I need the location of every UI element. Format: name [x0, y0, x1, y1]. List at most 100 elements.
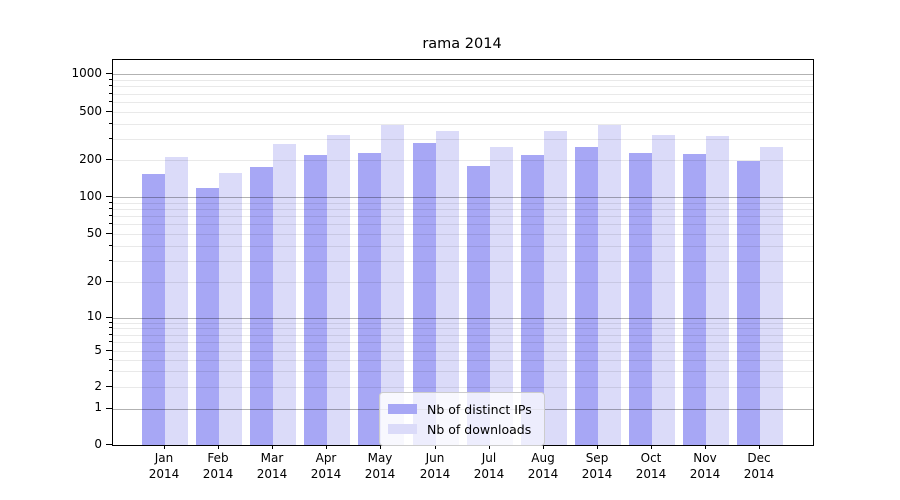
bar-distinct-ips-sep	[574, 146, 598, 445]
x-tick-label-year: 2014	[527, 466, 559, 481]
x-tick-label-month: Jan	[154, 451, 174, 465]
bars-layer	[113, 60, 813, 445]
x-tick-label-month: Nov	[693, 451, 717, 465]
y-minor-tick-mark-60	[109, 223, 112, 224]
y-minor-tick-mark-8	[109, 327, 112, 328]
y-tick-mark-100	[106, 196, 112, 197]
bar-distinct-ips-dec	[736, 161, 760, 445]
legend-swatch-distinct-ips	[388, 404, 417, 414]
bar-distinct-ips-jul	[466, 166, 490, 445]
y-tick-label-10: 10	[86, 309, 102, 324]
y-minor-tick-mark-400	[109, 123, 112, 124]
bar-downloads-jan	[165, 157, 189, 445]
bar-downloads-jun	[435, 131, 459, 445]
bar-distinct-ips-mar	[250, 166, 274, 445]
bar-downloads-may	[381, 125, 405, 445]
y-minor-tick-mark-300	[109, 138, 112, 139]
y-tick-mark-10	[106, 317, 112, 318]
y-tick-label-20: 20	[86, 273, 102, 288]
x-tick-label-mar: Mar 2014	[244, 451, 300, 482]
x-tick-label-month: Apr	[315, 451, 337, 465]
x-tick-label-month: Dec	[747, 451, 771, 465]
x-tick-label-month: Aug	[531, 451, 555, 465]
y-tick-mark-50	[106, 233, 112, 234]
x-tick-label-jan: Jan 2014	[136, 451, 192, 482]
y-minor-tick-mark-800	[109, 85, 112, 86]
legend-label-downloads: Nb of downloads	[427, 421, 532, 437]
y-minor-tick-mark-9	[109, 322, 112, 323]
x-tick-mark-feb	[218, 445, 219, 449]
bar-distinct-ips-aug	[520, 154, 544, 445]
y-tick-label-200: 200	[79, 151, 102, 166]
bar-downloads-aug	[543, 130, 567, 445]
x-tick-label-year: 2014	[202, 466, 234, 481]
chart-title: rama 2014	[422, 36, 502, 52]
y-minor-tick-mark-700	[109, 93, 112, 94]
bar-distinct-ips-jan	[142, 173, 166, 445]
y-tick-label-1: 1	[94, 400, 102, 415]
x-tick-label-month: May	[367, 451, 393, 465]
x-tick-mark-mar	[272, 445, 273, 449]
bar-downloads-oct	[651, 135, 675, 445]
bar-distinct-ips-may	[358, 153, 382, 445]
x-tick-label-nov: Nov 2014	[677, 451, 733, 482]
y-minor-tick-mark-4	[109, 359, 112, 360]
y-tick-mark-20	[106, 281, 112, 282]
x-tick-label-jun: Jun 2014	[407, 451, 463, 482]
x-tick-label-aug: Aug 2014	[515, 451, 571, 482]
y-minor-tick-mark-90	[109, 202, 112, 203]
y-tick-mark-200	[106, 159, 112, 160]
x-tick-label-year: 2014	[689, 466, 721, 481]
bar-downloads-mar	[273, 144, 297, 445]
x-tick-label-year: 2014	[256, 466, 288, 481]
bar-downloads-dec	[759, 146, 783, 445]
x-tick-label-month: Feb	[207, 451, 229, 465]
x-tick-label-year: 2014	[419, 466, 451, 481]
x-tick-label-oct: Oct 2014	[623, 451, 679, 482]
bar-distinct-ips-feb	[196, 188, 220, 445]
x-tick-mark-aug	[543, 445, 544, 449]
bar-distinct-ips-apr	[304, 155, 328, 445]
bar-downloads-jul	[489, 147, 513, 445]
bar-distinct-ips-oct	[628, 152, 652, 445]
x-tick-mark-may	[380, 445, 381, 449]
x-tick-label-dec: Dec 2014	[731, 451, 787, 482]
y-minor-tick-mark-40	[109, 245, 112, 246]
x-tick-label-apr: Apr 2014	[298, 451, 354, 482]
plot-area: Nb of distinct IPs Nb of downloads	[112, 59, 814, 446]
x-tick-label-year: 2014	[635, 466, 667, 481]
y-minor-tick-mark-3	[109, 370, 112, 371]
legend-item-downloads: Nb of downloads	[388, 419, 532, 439]
y-tick-label-500: 500	[79, 103, 102, 118]
x-tick-mark-sep	[597, 445, 598, 449]
x-tick-mark-jul	[489, 445, 490, 449]
y-tick-mark-1	[106, 408, 112, 409]
x-tick-label-sep: Sep 2014	[569, 451, 625, 482]
x-tick-mark-dec	[759, 445, 760, 449]
y-tick-mark-0	[106, 444, 112, 445]
y-tick-mark-5	[106, 350, 112, 351]
legend-swatch-downloads	[388, 424, 417, 434]
x-tick-label-year: 2014	[473, 466, 505, 481]
x-tick-mark-nov	[705, 445, 706, 449]
y-tick-mark-1000	[106, 73, 112, 74]
y-minor-tick-mark-600	[109, 101, 112, 102]
legend-item-distinct-ips: Nb of distinct IPs	[388, 399, 532, 419]
x-tick-label-year: 2014	[364, 466, 396, 481]
x-tick-label-year: 2014	[148, 466, 180, 481]
legend: Nb of distinct IPs Nb of downloads	[379, 392, 545, 446]
bar-downloads-feb	[219, 173, 243, 445]
legend-label-distinct-ips: Nb of distinct IPs	[427, 401, 532, 417]
y-minor-tick-mark-70	[109, 215, 112, 216]
x-tick-mark-apr	[326, 445, 327, 449]
x-tick-label-jul: Jul 2014	[461, 451, 517, 482]
bar-downloads-sep	[597, 125, 621, 445]
x-tick-label-month: Jul	[481, 451, 497, 465]
x-tick-mark-jan	[164, 445, 165, 449]
y-minor-tick-mark-6	[109, 341, 112, 342]
x-tick-label-month: Mar	[260, 451, 284, 465]
y-tick-mark-2	[106, 386, 112, 387]
x-tick-label-year: 2014	[743, 466, 775, 481]
bar-distinct-ips-jun	[412, 143, 436, 445]
